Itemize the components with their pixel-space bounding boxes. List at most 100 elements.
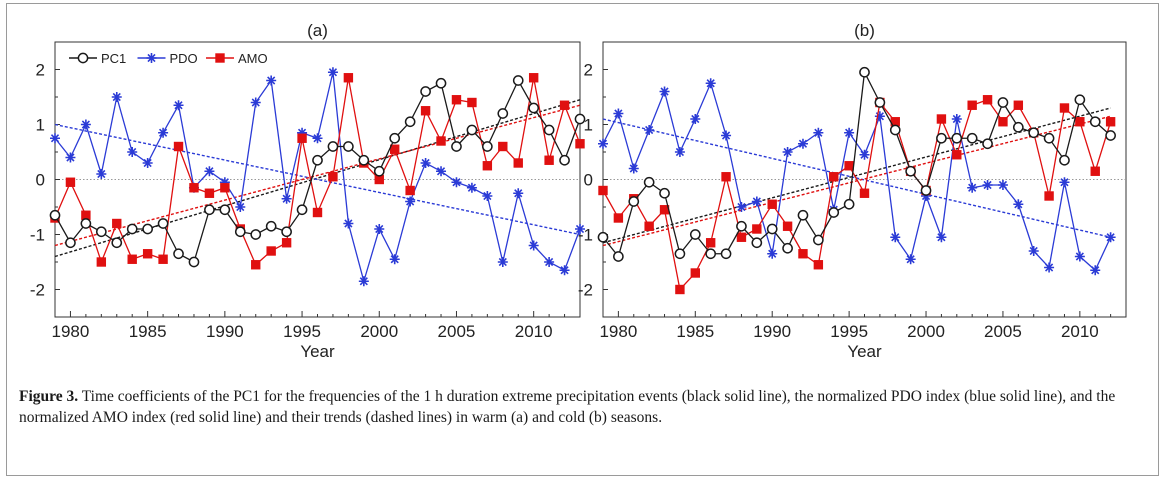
pc1-point <box>674 248 686 260</box>
amo-point <box>513 158 523 168</box>
amo-point <box>281 238 292 248</box>
amo-point <box>127 254 137 264</box>
amo-point <box>1090 166 1100 176</box>
pdo-series-line <box>602 81 1112 272</box>
pdo-point <box>173 100 184 111</box>
pdo-point <box>127 147 138 157</box>
pc1-point <box>528 102 540 114</box>
pdo-point <box>1044 262 1055 273</box>
amo-series-line <box>54 77 581 266</box>
amo-point <box>158 254 168 264</box>
amo-point <box>204 188 215 198</box>
x-axis-title: Year <box>300 342 335 361</box>
pc1-point <box>889 124 901 136</box>
amo-point <box>613 213 624 223</box>
amo-point <box>967 100 977 110</box>
pc1-point <box>49 209 61 221</box>
pdo-point <box>312 133 323 144</box>
y-tick-label: 2 <box>584 61 593 80</box>
y-tick-label: 1 <box>584 116 593 135</box>
pc1-point <box>1089 116 1101 128</box>
pdo-point <box>613 108 624 119</box>
x-tick-label: 1990 <box>206 322 244 341</box>
amo-point <box>482 161 493 171</box>
pc1-point <box>466 124 478 136</box>
amo-point <box>1044 191 1054 201</box>
pc1-point <box>559 154 570 166</box>
pdo-point <box>659 86 670 97</box>
amo-point <box>266 246 276 256</box>
pc1-point <box>404 116 416 128</box>
pc1-point <box>157 218 169 229</box>
pc1-point <box>373 165 385 177</box>
pdo-point <box>358 276 369 287</box>
pc1-point <box>859 66 870 78</box>
chart-panel-b: -2 -1 0 1 2 1980 1985 1990 1995 2000 2005 2010 Year (… <box>578 21 1127 361</box>
pc1-point <box>451 141 462 152</box>
pdo-point <box>327 67 338 78</box>
amo-point <box>559 100 570 110</box>
pdo-point <box>644 125 655 135</box>
legend-marker <box>215 53 225 63</box>
y-tick-label: -1 <box>578 226 593 245</box>
pdo-point <box>235 202 246 212</box>
pc1-point <box>1028 127 1040 139</box>
pdo-point <box>528 240 539 251</box>
pdo-point <box>598 138 608 149</box>
amo-point <box>96 257 107 267</box>
pdo-point <box>1090 265 1101 276</box>
pdo-point <box>436 166 447 177</box>
amo-point <box>112 218 122 229</box>
pc1-point <box>736 220 747 232</box>
pc1-series-line <box>602 70 1112 258</box>
pc1-point <box>659 187 670 199</box>
pc1-point <box>1074 94 1086 106</box>
amo-point <box>798 249 808 259</box>
pdo-point <box>559 265 570 276</box>
pdo-point <box>158 127 169 138</box>
amo-point <box>189 183 199 193</box>
pdo-point <box>497 257 508 267</box>
pdo-point <box>782 147 793 157</box>
figure-caption: Figure 3. Time coefficients of the PC1 f… <box>19 386 1139 428</box>
pdo-point <box>65 152 76 163</box>
pc1-point <box>997 97 1009 108</box>
legend-label: AMO <box>238 51 268 66</box>
y-tick-label: -2 <box>578 281 593 300</box>
pdo-point <box>1028 246 1039 256</box>
pc1-point <box>296 204 308 216</box>
legend-label: PC1 <box>101 51 126 66</box>
pdo-point <box>575 224 585 234</box>
pc1-point <box>343 141 354 152</box>
pdo-point <box>767 248 778 259</box>
pc1-point <box>95 226 107 238</box>
pdo-trend-line <box>602 118 1111 238</box>
pdo-point <box>844 127 855 138</box>
pdo-point <box>813 127 824 138</box>
pc1-point <box>80 218 92 229</box>
amo-trend-line <box>54 104 581 247</box>
chart-panel-a: -2 -1 0 1 2 1980 1985 1990 1995 2000 2005 2010 Year (… <box>30 21 586 361</box>
pc1-point <box>173 248 184 260</box>
y-tick-label: 1 <box>36 116 45 135</box>
pc1-point <box>250 229 262 240</box>
pc1-point <box>543 124 555 136</box>
amo-point <box>844 161 854 171</box>
amo-point <box>690 268 700 278</box>
x-tick-label: 2000 <box>360 322 398 341</box>
amo-point <box>420 106 431 116</box>
amo-point <box>528 73 539 83</box>
amo-point <box>173 141 184 152</box>
amo-point <box>859 188 870 198</box>
x-tick-label: 2010 <box>1061 322 1099 341</box>
pc1-point <box>435 77 447 89</box>
pdo-point <box>705 78 716 89</box>
pc1-point <box>874 97 886 108</box>
pdo-point <box>690 114 701 124</box>
pdo-point <box>482 191 493 201</box>
pc1-point <box>111 237 123 249</box>
pdo-point <box>751 196 762 207</box>
amo-point <box>498 141 508 152</box>
pc1-point <box>358 154 370 166</box>
pc1-point <box>574 113 586 125</box>
